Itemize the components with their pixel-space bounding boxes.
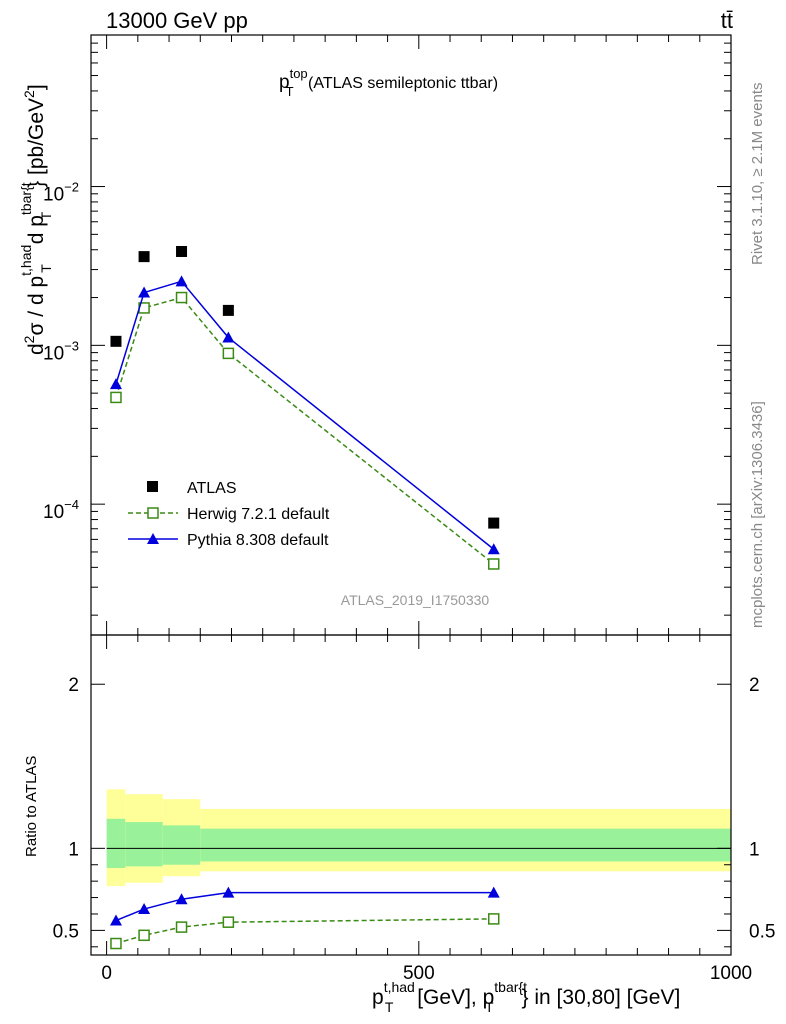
main-point-herwig-7-2-1-default-2 bbox=[175, 291, 188, 304]
main-point-pythia-8-308-default-1 bbox=[138, 286, 151, 298]
header-right: tt̄ bbox=[721, 8, 733, 33]
ratio-ytick-label-0.5-right: 0.5 bbox=[749, 921, 775, 942]
main-point-herwig-7-2-1-default-0 bbox=[110, 391, 122, 404]
main-point-atlas-3 bbox=[222, 304, 234, 316]
ratio-point-pythia-8-308-default-4 bbox=[487, 886, 500, 898]
main-point-atlas-2 bbox=[176, 245, 188, 257]
main-panel: ptop T (ATLAS semileptonic ttbar) d2σ / d… bbox=[18, 34, 732, 636]
ratio-ytick-label-1-left: 1 bbox=[68, 839, 79, 860]
ratio-point-herwig-7-2-1-default-3 bbox=[222, 916, 235, 928]
ratio-panel: Ratio to ATLAS 0.5 1 2 0.5 1 2 0 500 100… bbox=[23, 634, 775, 1015]
ratio-ytick-label-2-right: 2 bbox=[749, 675, 760, 696]
ratio-ytick-label-2-left: 2 bbox=[68, 675, 79, 696]
ratio-point-herwig-7-2-1-default-1 bbox=[138, 929, 150, 942]
ratio-point-pythia-8-308-default-1 bbox=[138, 903, 151, 915]
main-point-atlas-1 bbox=[138, 251, 150, 263]
stat-uncertainty-band-3 bbox=[200, 828, 731, 862]
ratio-line-pythia-8-308-default bbox=[115, 891, 494, 922]
ratio-frame bbox=[90, 634, 732, 956]
ratio-point-herwig-7-2-1-default-2 bbox=[175, 921, 188, 933]
ratio-line-herwig-7-2-1-default bbox=[115, 918, 494, 945]
main-line-herwig-7-2-1-default bbox=[115, 296, 495, 565]
legend-herwig-label: Herwig 7.2.1 default bbox=[187, 506, 330, 523]
main-point-atlas-4 bbox=[488, 517, 500, 529]
mcplots-label: mcplots.cern.ch [arXiv:1306.3436] bbox=[749, 401, 766, 628]
ratio-point-pythia-8-308-default-3 bbox=[222, 886, 235, 898]
xtick-label-0: 0 bbox=[101, 963, 112, 984]
ratio-point-pythia-8-308-default-2 bbox=[175, 893, 188, 905]
ratio-point-herwig-7-2-1-default-4 bbox=[487, 913, 500, 925]
main-point-pythia-8-308-default-4 bbox=[487, 543, 500, 555]
analysis-watermark: ATLAS_2019_I1750330 bbox=[341, 592, 490, 608]
main-point-herwig-7-2-1-default-3 bbox=[222, 347, 235, 360]
legend-atlas-marker bbox=[147, 481, 158, 492]
main-point-pythia-8-308-default-0 bbox=[109, 378, 122, 390]
main-ytick-label-1e-4: 10−4 bbox=[43, 497, 79, 523]
main-ylabel: d2σ / d pt,had T d ptbar{tT} [pb/GeV2] bbox=[18, 84, 54, 355]
main-ytick-label-1e-3: 10−3 bbox=[43, 338, 79, 364]
stat-uncertainty-band-1 bbox=[125, 822, 163, 867]
main-point-pythia-8-308-default-3 bbox=[222, 331, 235, 343]
stat-uncertainty-band-0 bbox=[106, 818, 126, 869]
legend-herwig-marker bbox=[147, 507, 159, 519]
main-point-atlas-0 bbox=[110, 335, 122, 347]
ratio-ylabel: Ratio to ATLAS bbox=[23, 756, 40, 857]
xtick-label-1000: 1000 bbox=[710, 963, 752, 984]
header-left: 13000 GeV pp bbox=[106, 8, 248, 33]
main-point-pythia-8-308-default-2 bbox=[175, 275, 188, 287]
main-ytick-label-1e-2: 10−2 bbox=[43, 180, 79, 206]
legend-atlas-label: ATLAS bbox=[187, 480, 237, 497]
ratio-point-pythia-8-308-default-0 bbox=[109, 914, 122, 926]
ratio-axis-ticks bbox=[91, 635, 732, 955]
xlabel: pt,had T [GeV], ptbar{t T} in [30,80] [GeV… bbox=[372, 979, 680, 1015]
ratio-ytick-label-0.5-left: 0.5 bbox=[53, 921, 79, 942]
plot-title: ptop T (ATLAS semileptonic ttbar) bbox=[279, 66, 498, 99]
ratio-point-herwig-7-2-1-default-0 bbox=[110, 937, 122, 950]
stat-uncertainty-band-2 bbox=[162, 825, 201, 865]
main-axis-ticks bbox=[91, 34, 732, 635]
legend: ATLAS Herwig 7.2.1 default Pythia 8.308 … bbox=[128, 480, 330, 549]
rivet-label: Rivet 3.1.10, ≥ 2.1M events bbox=[749, 83, 766, 266]
xtick-label-500: 500 bbox=[403, 963, 435, 984]
legend-pythia-label: Pythia 8.308 default bbox=[187, 532, 329, 549]
main-point-herwig-7-2-1-default-4 bbox=[487, 558, 500, 570]
ratio-ytick-label-1-right: 1 bbox=[749, 839, 760, 860]
legend-pythia-marker bbox=[147, 533, 159, 544]
